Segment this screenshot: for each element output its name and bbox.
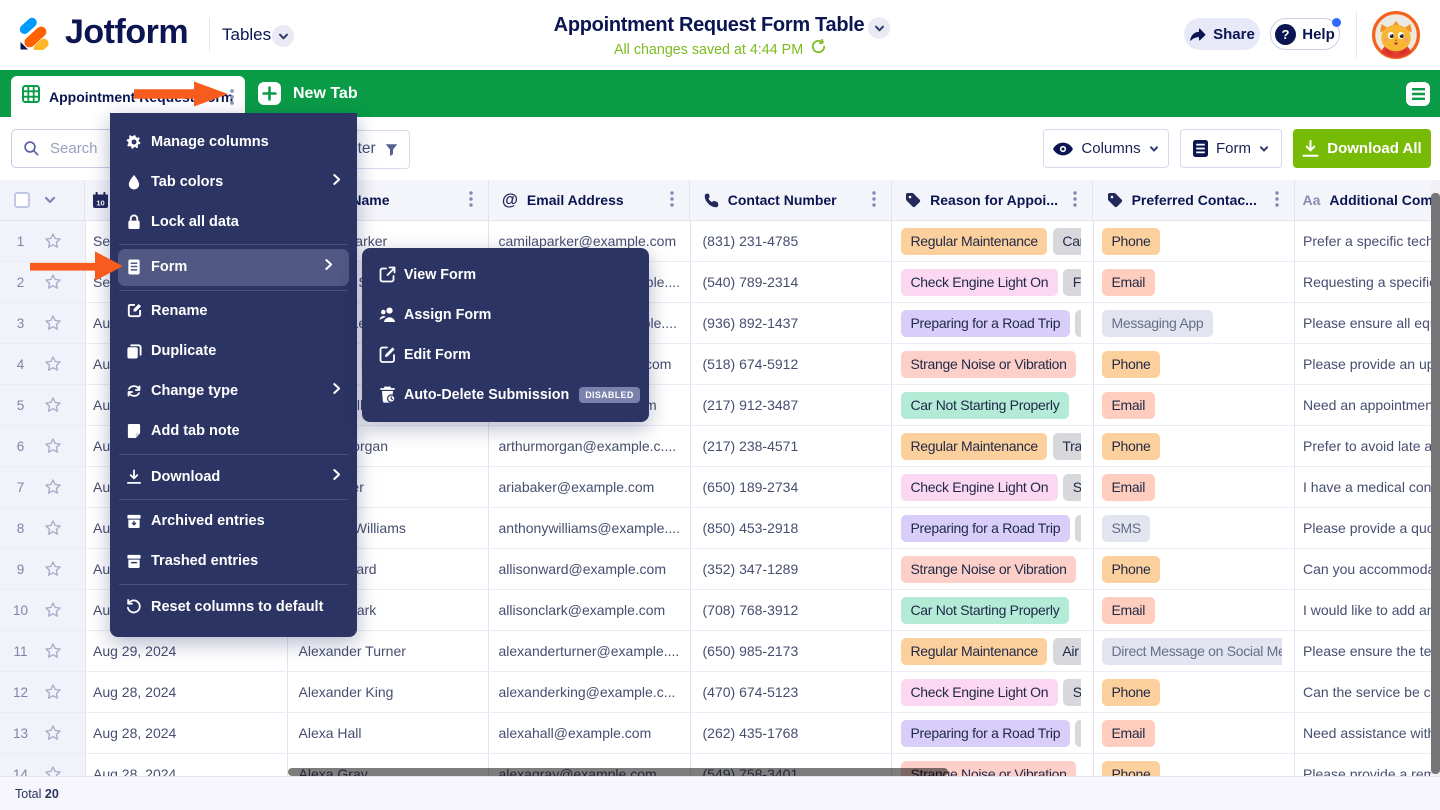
svg-text:10: 10	[97, 198, 105, 207]
svg-text:?: ?	[1282, 27, 1290, 42]
